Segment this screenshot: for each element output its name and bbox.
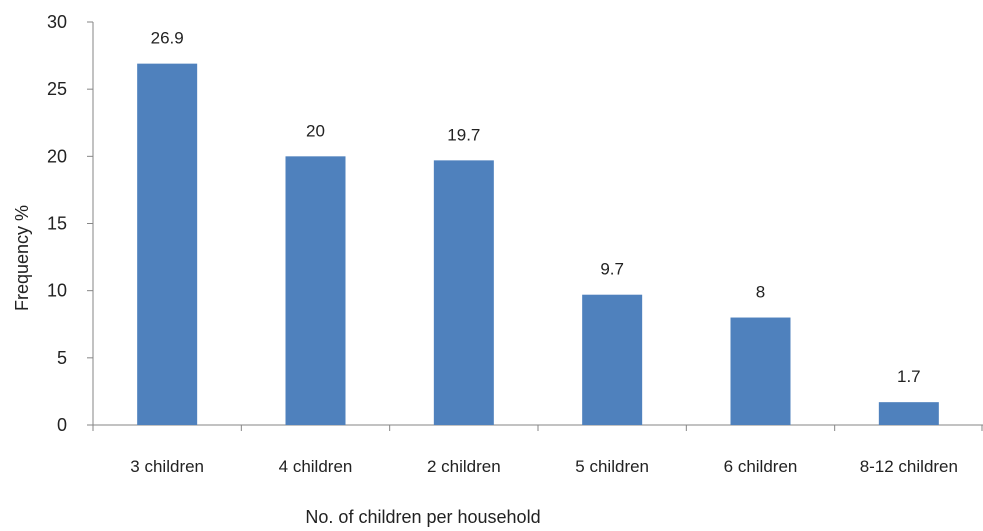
data-label: 8 (756, 283, 765, 302)
bar (285, 156, 346, 426)
bar (878, 402, 939, 425)
category-label: 5 children (575, 457, 649, 476)
category-labels: 3 children 4 children 2 children 5 children… (130, 457, 958, 476)
category-label: 4 children (279, 457, 353, 476)
data-labels: 26.9 20 19.7 9.7 8 1.7 (151, 29, 921, 387)
y-axis-title: Frequency % (12, 205, 32, 311)
x-axis (92, 424, 983, 431)
bar (582, 294, 643, 425)
category-label: 8-12 children (860, 457, 958, 476)
y-tick-label: 15 (47, 214, 67, 234)
y-tick-label: 5 (57, 348, 67, 368)
bars (137, 63, 939, 426)
data-label: 19.7 (447, 125, 480, 144)
category-label: 2 children (427, 457, 501, 476)
y-tick-label: 30 (47, 12, 67, 32)
data-label: 1.7 (897, 367, 921, 386)
data-label: 26.9 (151, 29, 184, 48)
x-axis-title: No. of children per household (305, 507, 540, 527)
y-tick-label: 10 (47, 281, 67, 301)
data-label: 9.7 (600, 260, 624, 279)
y-tick-label: 25 (47, 79, 67, 99)
category-label: 6 children (724, 457, 798, 476)
category-label: 3 children (130, 457, 204, 476)
bar (730, 317, 791, 425)
data-label: 20 (306, 121, 325, 140)
bar (433, 160, 494, 425)
y-tick-label: 20 (47, 146, 67, 166)
y-tick-label: 0 (57, 415, 67, 435)
y-axis: 0 5 10 15 20 25 30 (47, 12, 94, 435)
bar (137, 63, 198, 425)
